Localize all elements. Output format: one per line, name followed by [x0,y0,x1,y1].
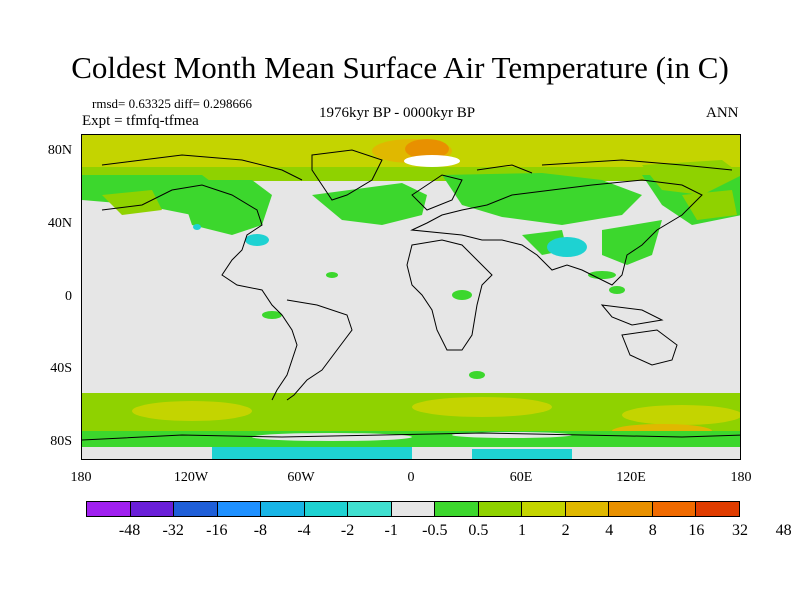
lat-label-80s: 80S [50,434,72,449]
colorbar-label: -2 [340,522,355,539]
colorbar-label: -32 [162,522,184,539]
colorbar-box [391,502,436,516]
map-field [82,135,740,459]
lon-label-120w: 120W [173,470,209,485]
season-label: ANN [706,105,739,121]
lat-label-80n: 80N [47,143,72,158]
colorbar-box [130,502,175,516]
lon-label-60w: 60W [287,470,315,485]
lon-label-0: 0 [407,470,415,485]
colorbar-box [609,502,653,516]
colorbar-label: 48 [775,522,792,539]
colorbar-box [652,502,697,516]
colorbar-box [696,502,739,516]
colorbar-label: 8 [648,522,657,539]
colorbar-label: -48 [118,522,141,539]
colorbar-box [522,502,566,516]
lon-label-180e: 180 [730,470,752,485]
period-label: 1976kyr BP - 0000kyr BP [319,105,476,121]
southern-ocean-anomaly [82,393,740,447]
colorbar-box [435,502,479,516]
lon-label-120e: 120E [616,470,646,485]
colorbar-label: 2 [561,522,570,539]
map-panel [81,134,741,460]
colorbar-label: 1 [518,522,526,539]
colorbar-label: -8 [253,522,268,539]
lon-label-180w: 180 [70,470,92,485]
northern-land-anomaly [82,173,740,265]
map-title: Coldest Month Mean Surface Air Temperatu… [71,50,729,85]
colorbar-box [348,502,392,516]
colorbar-label: -4 [297,522,311,539]
colorbar-box [304,502,349,516]
experiment-label: Expt = tfmfq-tfmea [82,113,199,129]
colorbar-box [87,502,131,516]
lat-label-40s: 40S [50,361,72,376]
tropical-anomaly [262,271,625,379]
colorbar-box [174,502,218,516]
colorbar [86,501,740,517]
colorbar-label: -1 [384,522,398,539]
colorbar-label: -16 [206,522,228,539]
stats-label: rmsd= 0.63325 diff= 0.298666 [92,96,252,111]
coastlines [82,149,740,441]
colorbar-label: 32 [732,522,748,539]
colorbar-box [261,502,305,516]
lat-label-equator: 0 [65,289,72,304]
lon-label-60e: 60E [509,470,533,485]
colorbar-label: 4 [605,522,614,539]
lat-label-40n: 40N [47,216,72,231]
colorbar-box [478,502,523,516]
colorbar-label: -0.5 [422,522,448,539]
colorbar-box [565,502,610,516]
colorbar-label: 0.5 [468,522,489,539]
colorbar-box [217,502,262,516]
colorbar-label: 16 [688,522,705,539]
